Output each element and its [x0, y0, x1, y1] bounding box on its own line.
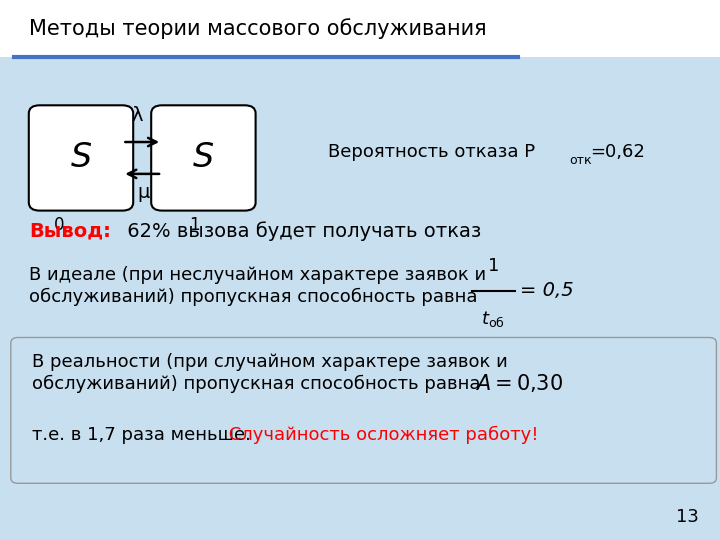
Text: Методы теории массового обслуживания: Методы теории массового обслуживания [29, 18, 487, 39]
Text: μ: μ [138, 183, 150, 201]
Text: $t_{\sf{об}}$: $t_{\sf{об}}$ [481, 309, 505, 329]
Text: В идеале (при неслучайном характере заявок и: В идеале (при неслучайном характере заяв… [29, 266, 486, 285]
Text: 1: 1 [487, 258, 499, 275]
Text: 62% вызова будет получать отказ: 62% вызова будет получать отказ [121, 221, 481, 241]
Text: Вероятность отказа P: Вероятность отказа P [328, 143, 535, 161]
Text: = 0,5: = 0,5 [520, 281, 573, 300]
Text: S: S [71, 141, 92, 174]
Text: 1: 1 [189, 216, 199, 234]
Text: обслуживаний) пропускная способность равна: обслуживаний) пропускная способность рав… [29, 288, 477, 306]
Text: отк: отк [569, 154, 591, 167]
FancyBboxPatch shape [0, 0, 720, 57]
FancyBboxPatch shape [11, 338, 716, 483]
Text: Вывод:: Вывод: [29, 221, 111, 241]
Text: λ: λ [131, 106, 143, 125]
Text: S: S [193, 141, 215, 174]
Text: Случайность осложняет работу!: Случайность осложняет работу! [223, 426, 539, 444]
Text: $A = 0{,}30$: $A = 0{,}30$ [475, 373, 563, 394]
Text: В реальности (при случайном характере заявок и: В реальности (при случайном характере за… [32, 353, 508, 371]
Text: обслуживаний) пропускная способность равна: обслуживаний) пропускная способность рав… [32, 374, 481, 393]
Text: =0,62: =0,62 [590, 143, 645, 161]
Text: 0: 0 [54, 216, 64, 234]
FancyBboxPatch shape [29, 105, 133, 211]
Text: 13: 13 [675, 509, 698, 526]
Text: т.е. в 1,7 раза меньше.: т.е. в 1,7 раза меньше. [32, 426, 251, 444]
FancyBboxPatch shape [151, 105, 256, 211]
